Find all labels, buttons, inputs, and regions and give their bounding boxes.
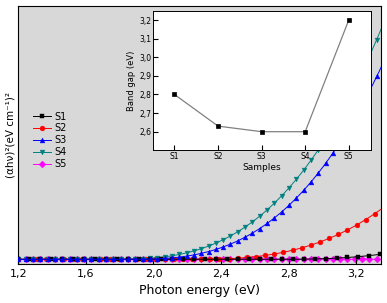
S4: [279, 194, 284, 198]
S2: [245, 255, 250, 259]
S5: [60, 258, 65, 261]
Line: S2: S2: [16, 205, 385, 262]
S1: [245, 258, 250, 261]
S1: [60, 258, 65, 261]
S2: [381, 206, 385, 210]
S5: [135, 258, 139, 261]
S1: [161, 258, 165, 261]
S4: [161, 255, 165, 259]
S3: [245, 234, 250, 238]
Line: S3: S3: [16, 61, 385, 262]
S2: [135, 258, 139, 261]
S5: [161, 258, 165, 261]
S2: [60, 258, 65, 261]
S4: [245, 223, 250, 227]
S3: [381, 61, 385, 65]
S5: [16, 258, 21, 261]
Line: S4: S4: [16, 22, 385, 262]
S4: [60, 258, 65, 261]
S4: [135, 257, 139, 261]
S5: [245, 258, 250, 261]
S1: [281, 258, 286, 261]
S1: [279, 258, 284, 261]
S5: [281, 258, 286, 261]
S2: [16, 258, 21, 261]
S2: [279, 251, 284, 255]
X-axis label: Photon energy (eV): Photon energy (eV): [139, 285, 260, 298]
S5: [363, 257, 367, 261]
S1: [135, 258, 139, 261]
S3: [281, 208, 286, 212]
Y-axis label: (αhν)²(eV cm⁻¹)²: (αhν)²(eV cm⁻¹)²: [5, 92, 15, 178]
S5: [279, 258, 284, 261]
S3: [279, 210, 284, 214]
S3: [60, 258, 65, 261]
Line: S1: S1: [16, 251, 385, 262]
S3: [16, 258, 21, 261]
S2: [161, 258, 165, 261]
S1: [16, 258, 21, 261]
Line: S5: S5: [16, 256, 385, 262]
S2: [281, 251, 286, 254]
S3: [135, 258, 139, 261]
S3: [161, 257, 165, 260]
S5: [381, 258, 385, 261]
S4: [281, 192, 286, 196]
S4: [16, 258, 21, 261]
S4: [381, 22, 385, 26]
Legend: S1, S2, S3, S4, S5: S1, S2, S3, S4, S5: [31, 109, 70, 172]
S1: [381, 252, 385, 256]
